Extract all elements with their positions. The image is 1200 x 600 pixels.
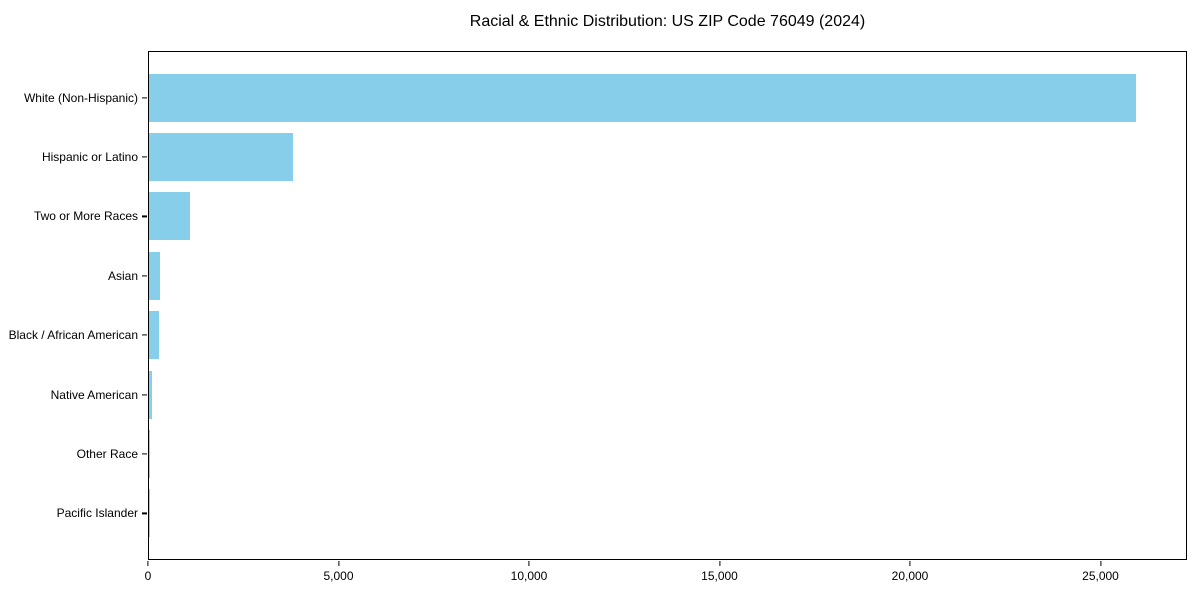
bar — [149, 73, 1136, 122]
x-tick — [1099, 561, 1102, 566]
bar — [149, 370, 152, 419]
x-tick — [528, 561, 530, 566]
bar-row: White (Non-Hispanic) — [24, 68, 1186, 127]
bar-row: Native American — [51, 365, 1186, 424]
category-label: Native American — [50, 387, 138, 402]
category-label: Other Race — [76, 446, 138, 461]
category-label: Pacific Islander — [56, 506, 138, 521]
bar — [149, 133, 293, 182]
y-tick — [142, 156, 147, 158]
bar-row: Other Race — [77, 424, 1186, 483]
plot-area: White (Non-Hispanic) Hispanic or Latino Tw… — [9, 51, 1187, 560]
x-tick-label: 5,000 — [323, 569, 354, 583]
x-tick-label: 10,000 — [510, 569, 548, 583]
x-tick-label: 15,000 — [701, 569, 738, 583]
category-label: Two or More Races — [33, 209, 138, 224]
bar-row: Pacific Islander — [57, 484, 1186, 543]
chart-title: Racial & Ethnic Distribution: US ZIP Cod… — [469, 13, 866, 30]
y-tick — [142, 512, 147, 514]
bar-row: Asian — [108, 246, 1186, 305]
x-tick-label: 25,000 — [1082, 569, 1119, 583]
y-tick — [142, 334, 147, 336]
x-tick-label: 0 — [144, 569, 152, 583]
x-tick — [337, 561, 340, 566]
category-label: Asian — [107, 268, 138, 283]
y-tick — [142, 215, 147, 218]
y-tick — [142, 275, 147, 277]
bar — [149, 311, 159, 360]
bar-row: Two or More Races — [34, 187, 1186, 246]
bar-row: Black / African American — [9, 306, 1186, 365]
bar-rows: White (Non-Hispanic) Hispanic or Latino Tw… — [9, 52, 1186, 559]
category-label: Hispanic or Latino — [41, 150, 138, 165]
category-label: Black / African American — [8, 328, 138, 343]
bar — [149, 192, 191, 241]
x-axis: 0 5,000 10,000 15,000 20,000 25,000 — [144, 560, 1187, 590]
bar-row: Hispanic or Latino — [42, 127, 1186, 186]
y-tick — [142, 97, 147, 99]
category-label: White (Non-Hispanic) — [23, 90, 138, 105]
y-tick — [142, 453, 147, 455]
bar — [149, 251, 160, 300]
x-tick-label: 20,000 — [891, 569, 929, 583]
x-tick — [718, 561, 721, 566]
y-tick — [142, 393, 147, 396]
x-tick — [909, 561, 911, 566]
bar — [149, 429, 150, 478]
x-tick — [147, 561, 149, 566]
